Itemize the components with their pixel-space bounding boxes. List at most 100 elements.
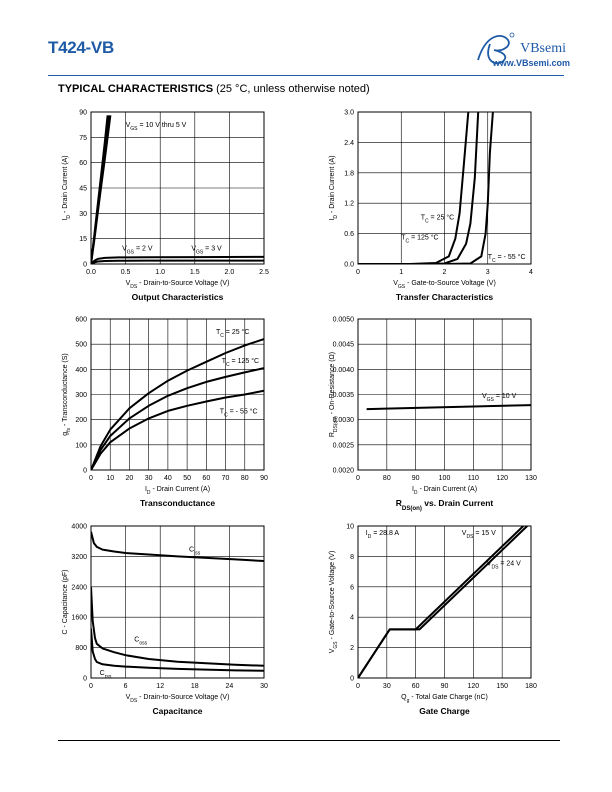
series-line: [358, 526, 528, 678]
y-tick-label: 6: [350, 584, 354, 591]
plot-frame: [90, 111, 265, 265]
y-tick-label: 0.6: [344, 231, 354, 238]
y-tick-label: 1.2: [344, 201, 354, 208]
x-tick-label: 50: [183, 475, 191, 482]
x-tick-label: 80: [383, 475, 391, 482]
curve-annotation: VGS = 10 V thru 5 V: [126, 122, 187, 132]
series-line: [91, 338, 264, 470]
rdson-chart: 0 80 90 100 110 120 130 0.0020 0.0025 0.0030 0.003…: [329, 317, 537, 512]
y-tick-label: 15: [79, 236, 87, 243]
series-line: [366, 404, 531, 411]
x-tick-label: 2: [443, 269, 447, 276]
curve-annotation: TC = 25 °C: [421, 213, 454, 224]
y-tick-label: 0: [83, 468, 87, 475]
plot-frame: [90, 525, 265, 679]
chart-title: Gate Charge: [419, 706, 470, 716]
x-axis-label: VGS - Gate-to-Source Voltage (V): [393, 280, 496, 290]
y-tick-label: 300: [75, 392, 87, 399]
y-tick-label: 10: [346, 524, 354, 531]
curve-annotation: TC = 125 °C: [222, 357, 259, 368]
x-tick-label: 80: [241, 475, 249, 482]
x-tick-label: 2.5: [259, 269, 269, 276]
x-tick-label: 90: [260, 475, 268, 482]
section-title-rest: (25 °C, unless otherwise noted): [213, 83, 370, 95]
y-tick-label: 3200: [71, 554, 87, 561]
y-tick-label: 8: [350, 554, 354, 561]
y-tick-label: 0.0030: [333, 417, 355, 424]
series-line: [91, 367, 264, 470]
y-tick-label: 2.4: [344, 140, 354, 147]
y-tick-label: 0.0025: [333, 442, 355, 449]
y-tick-label: 45: [79, 186, 87, 193]
y-tick-label: 0: [83, 262, 87, 269]
curve-annotation: VDS = 15 V: [462, 530, 496, 540]
series-line: [91, 389, 264, 470]
series-line: [91, 586, 264, 667]
x-tick-label: 110: [468, 475, 479, 482]
plot-frame: [357, 318, 532, 471]
plot-frame: [90, 318, 265, 471]
curve-annotation: VDS = 24 V: [487, 561, 521, 571]
x-tick-label: 0: [356, 475, 360, 482]
x-tick-label: 100: [439, 475, 451, 482]
x-tick-label: 12: [156, 683, 164, 690]
y-tick-label: 800: [75, 645, 87, 652]
y-tick-label: 60: [79, 160, 87, 167]
x-tick-label: 0: [356, 269, 360, 276]
output-chart: 0.0 0.5 1.0 1.5 2.0 2.5 0 15 30 45 60 75 90 VGS = 10 …: [62, 110, 269, 303]
x-tick-label: 40: [164, 475, 172, 482]
curve-annotation: Crss: [100, 670, 112, 680]
y-tick-label: 600: [75, 317, 87, 324]
series-line: [91, 531, 264, 562]
y-tick-label: 3.0: [344, 110, 354, 117]
capacitance-chart: 0 6 12 18 24 30 0 800 1600 2400 3200 4000 Ciss Coss Cr…: [62, 524, 268, 717]
part-number: T424-VB: [48, 38, 114, 57]
curve-annotation: TC = 125 °C: [401, 234, 438, 245]
x-tick-label: 0: [89, 475, 93, 482]
transconductance-chart: 0 10 20 30 40 50 60 70 80 90 0 100 200 300 400 500 600 TC…: [62, 317, 268, 509]
curve-annotation: TC = - 55 °C: [220, 407, 258, 418]
x-axis-label: VDS - Drain-to-Source Voltage (V): [126, 280, 230, 290]
chart-title: Capacitance: [152, 706, 202, 716]
x-tick-label: 70: [222, 475, 230, 482]
y-axis-label: RDS(on) - On-Resistance (Ω): [329, 352, 339, 437]
y-tick-label: 0: [350, 676, 354, 683]
y-tick-label: 0.0035: [333, 392, 355, 399]
y-tick-label: 0: [83, 676, 87, 683]
x-tick-label: 90: [412, 475, 420, 482]
x-axis-label: Qg - Total Gate Charge (nC): [401, 694, 488, 704]
series-line: [358, 526, 524, 678]
series-line: [91, 259, 264, 264]
x-tick-label: 24: [226, 683, 234, 690]
x-tick-label: 1.5: [190, 269, 200, 276]
section-title-bold: TYPICAL CHARACTERISTICS: [58, 83, 214, 95]
x-tick-label: 1.0: [155, 269, 165, 276]
y-tick-label: 4000: [71, 524, 87, 531]
x-tick-label: 1: [399, 269, 403, 276]
x-tick-label: 120: [496, 475, 508, 482]
brand-logo-icon: [477, 32, 515, 65]
brand-block: VBsemi www.VBsemi.com: [432, 30, 572, 70]
x-tick-label: 0.0: [86, 269, 96, 276]
x-tick-label: 0: [356, 683, 360, 690]
y-tick-label: 30: [79, 211, 87, 218]
curve-annotation: TC = 25 °C: [216, 328, 249, 339]
curve-annotation: ID = 28.8 A: [366, 530, 400, 540]
x-tick-label: 0.5: [121, 269, 131, 276]
x-tick-label: 3: [486, 269, 490, 276]
series-line: [91, 115, 112, 264]
y-axis-label: VGS - Gate-to-Source Voltage (V): [329, 551, 339, 654]
x-tick-label: 120: [467, 683, 479, 690]
y-tick-label: 90: [79, 110, 87, 117]
y-axis-label: C - Capacitance (pF): [62, 570, 69, 635]
x-tick-label: 150: [496, 683, 508, 690]
y-tick-label: 0.0040: [333, 367, 355, 374]
y-tick-label: 0.0: [344, 262, 354, 269]
brand-url[interactable]: www.VBsemi.com: [492, 58, 570, 68]
y-tick-label: 1600: [71, 615, 87, 622]
y-tick-label: 75: [79, 135, 87, 142]
series-line: [91, 628, 264, 672]
y-tick-label: 2400: [71, 584, 87, 591]
x-tick-label: 20: [126, 475, 134, 482]
